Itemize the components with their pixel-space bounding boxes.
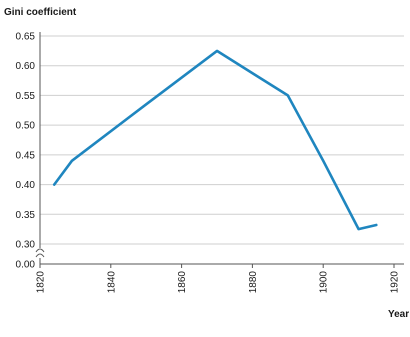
x-tick-label: 1880 xyxy=(248,271,259,294)
x-tick-label: 1900 xyxy=(319,271,330,294)
gini-series-line xyxy=(54,51,376,229)
grid-layer xyxy=(40,36,404,264)
y-tick-label: 0.45 xyxy=(16,150,36,161)
y-tick-label: 0.65 xyxy=(16,32,36,43)
y-tick-label: 0.60 xyxy=(16,61,36,72)
y-axis-label: Gini coefficient xyxy=(4,7,77,18)
y-tick-label: 0.00 xyxy=(16,260,36,271)
y-axis-break-mark xyxy=(36,254,44,257)
y-tick-label: 0.40 xyxy=(16,180,36,191)
series-layer xyxy=(54,51,376,229)
x-tick-label: 1860 xyxy=(177,271,188,294)
x-tick-label: 1920 xyxy=(390,271,401,294)
x-tick-label: 1820 xyxy=(36,271,47,294)
y-tick-label: 0.50 xyxy=(16,121,36,132)
label-layer: Gini coefficient Year xyxy=(4,7,409,320)
y-tick-label: 0.30 xyxy=(16,240,36,251)
axis-layer: 0.00 0.30 0.35 0.40 0.45 0.50 0.55 0.60 0.65 1820… xyxy=(16,32,401,294)
x-tick-label: 1840 xyxy=(106,271,117,294)
y-tick-label: 0.55 xyxy=(16,91,36,102)
y-tick-label: 0.35 xyxy=(16,210,36,221)
x-axis-label: Year xyxy=(388,309,409,320)
y-axis-break-mark xyxy=(36,249,44,252)
